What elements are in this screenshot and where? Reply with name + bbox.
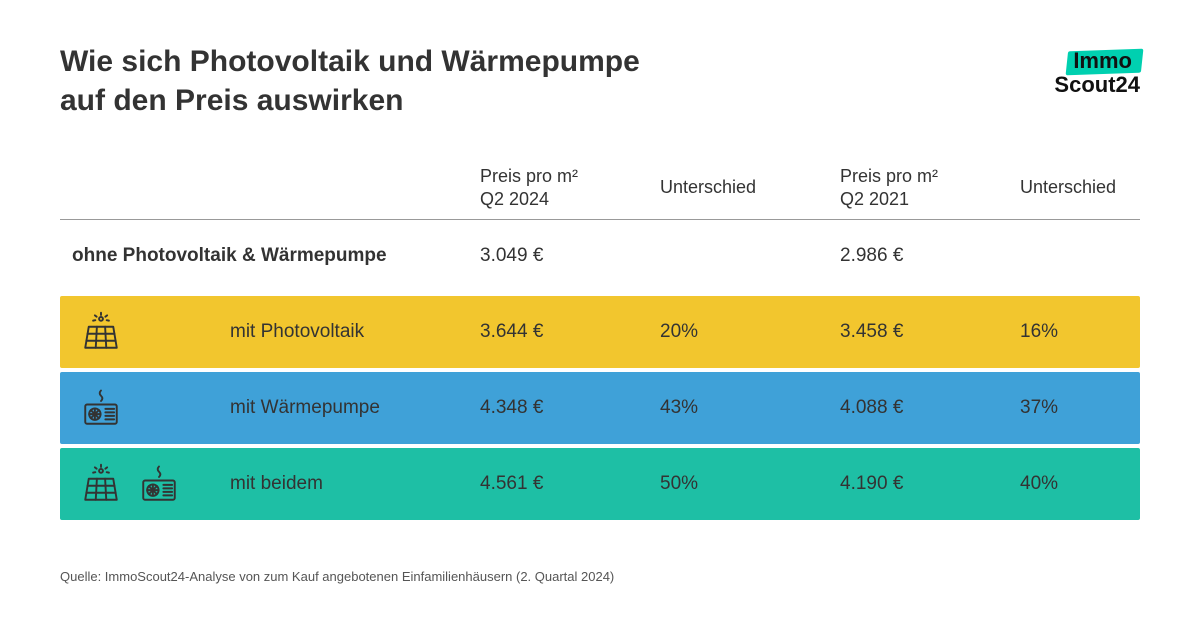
- table-header-row: Preis pro m² Q2 2024 Unterschied Preis p…: [60, 156, 1140, 220]
- logo-bottom-word: Scout24: [1054, 72, 1140, 98]
- logo-top-text: Immo: [1073, 48, 1132, 73]
- row-price-2021: 3.458 €: [840, 321, 1020, 343]
- table-row-waermepumpe: mit Wärmepumpe 4.348 € 43% 4.088 € 37%: [60, 372, 1140, 444]
- row-price-2021: 4.190 €: [840, 473, 1020, 495]
- col-header-diff-2024: Unterschied: [660, 176, 840, 199]
- solar-panel-icon: [80, 463, 122, 505]
- row-diff-2021: 37%: [1020, 397, 1140, 419]
- heatpump-icon: [80, 387, 122, 429]
- row-diff-2024: 43%: [660, 397, 840, 419]
- table-row-beidem: mit beidem 4.561 € 50% 4.190 € 40%: [60, 448, 1140, 520]
- row-icons: [60, 387, 230, 429]
- baseline-price-2021: 2.986 €: [840, 245, 1020, 267]
- row-diff-2021: 16%: [1020, 321, 1140, 343]
- col-header-price-2021: Preis pro m² Q2 2021: [840, 165, 1020, 210]
- row-label: mit Wärmepumpe: [230, 397, 480, 419]
- table-row-baseline: ohne Photovoltaik & Wärmepumpe 3.049 € 2…: [60, 220, 1140, 292]
- table-row-photovoltaik: mit Photovoltaik 3.644 € 20% 3.458 € 16%: [60, 296, 1140, 368]
- solar-panel-icon: [80, 311, 122, 353]
- row-price-2024: 4.348 €: [480, 397, 660, 419]
- row-price-2024: 3.644 €: [480, 321, 660, 343]
- price-table: Preis pro m² Q2 2024 Unterschied Preis p…: [60, 156, 1140, 520]
- row-label: mit beidem: [230, 473, 480, 495]
- baseline-label: ohne Photovoltaik & Wärmepumpe: [72, 245, 480, 267]
- baseline-price-2024: 3.049 €: [480, 245, 660, 267]
- row-price-2024: 4.561 €: [480, 473, 660, 495]
- row-icons: [60, 311, 230, 353]
- header: Wie sich Photovoltaik und Wärmepumpe auf…: [60, 42, 1140, 120]
- col-header-diff-2021: Unterschied: [1020, 176, 1140, 199]
- row-icons: [60, 463, 230, 505]
- col-header-price-2024: Preis pro m² Q2 2024: [480, 165, 660, 210]
- source-attribution: Quelle: ImmoScout24-Analyse von zum Kauf…: [60, 569, 614, 584]
- heatpump-icon: [138, 463, 180, 505]
- row-label: mit Photovoltaik: [230, 321, 480, 343]
- row-diff-2024: 50%: [660, 473, 840, 495]
- brand-logo: Immo Scout24: [1054, 48, 1140, 98]
- logo-top-word: Immo: [1069, 48, 1140, 74]
- row-price-2021: 4.088 €: [840, 397, 1020, 419]
- page-title: Wie sich Photovoltaik und Wärmepumpe auf…: [60, 42, 640, 120]
- row-diff-2021: 40%: [1020, 473, 1140, 495]
- row-diff-2024: 20%: [660, 321, 840, 343]
